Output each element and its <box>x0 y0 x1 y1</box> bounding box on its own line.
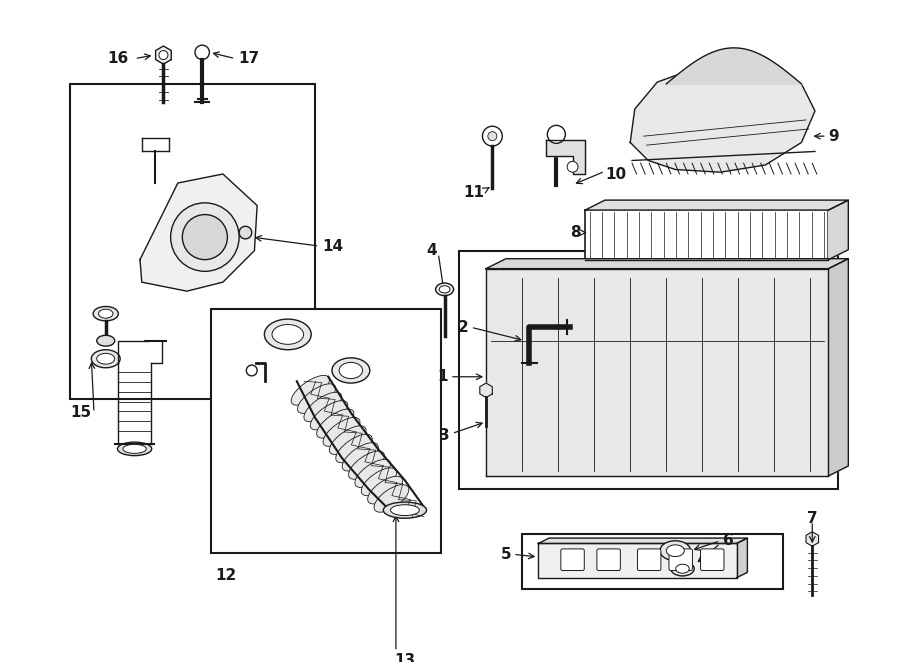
Polygon shape <box>538 538 747 544</box>
Ellipse shape <box>342 443 378 471</box>
Ellipse shape <box>329 426 366 455</box>
Polygon shape <box>140 174 257 291</box>
Polygon shape <box>545 140 585 174</box>
Circle shape <box>195 45 210 60</box>
Text: 16: 16 <box>107 51 129 66</box>
Text: 11: 11 <box>464 185 484 199</box>
Circle shape <box>488 132 497 140</box>
Text: 7: 7 <box>807 511 817 526</box>
Polygon shape <box>585 200 849 210</box>
Ellipse shape <box>317 409 354 438</box>
Text: 6: 6 <box>723 534 734 548</box>
Polygon shape <box>829 200 849 260</box>
Ellipse shape <box>670 561 694 576</box>
Ellipse shape <box>272 324 303 344</box>
FancyBboxPatch shape <box>669 549 692 571</box>
Ellipse shape <box>660 541 690 561</box>
Ellipse shape <box>374 485 409 512</box>
Text: 12: 12 <box>216 567 237 583</box>
Ellipse shape <box>355 459 391 487</box>
FancyBboxPatch shape <box>700 549 724 571</box>
Ellipse shape <box>98 309 113 318</box>
Polygon shape <box>736 538 747 578</box>
FancyBboxPatch shape <box>597 549 620 571</box>
Ellipse shape <box>336 434 373 463</box>
Bar <box>585 210 829 260</box>
Polygon shape <box>630 66 815 172</box>
Bar <box>212 309 441 553</box>
Ellipse shape <box>310 401 347 430</box>
Ellipse shape <box>436 283 454 296</box>
Polygon shape <box>829 259 849 476</box>
FancyBboxPatch shape <box>637 549 661 571</box>
Circle shape <box>547 125 565 144</box>
Circle shape <box>567 162 578 172</box>
Text: 14: 14 <box>322 238 343 254</box>
Text: 17: 17 <box>238 51 259 66</box>
Ellipse shape <box>96 354 115 364</box>
Ellipse shape <box>123 444 147 453</box>
Text: 13: 13 <box>394 653 415 662</box>
Bar <box>522 534 783 589</box>
Ellipse shape <box>391 504 419 516</box>
Circle shape <box>239 226 252 239</box>
Circle shape <box>247 365 257 376</box>
Circle shape <box>171 203 239 271</box>
Ellipse shape <box>298 384 336 413</box>
Ellipse shape <box>118 442 152 455</box>
Ellipse shape <box>332 358 370 383</box>
Ellipse shape <box>348 451 384 479</box>
FancyBboxPatch shape <box>561 549 584 571</box>
Ellipse shape <box>439 286 450 293</box>
Text: 1: 1 <box>437 369 448 384</box>
Text: 10: 10 <box>605 167 626 181</box>
Polygon shape <box>486 269 829 476</box>
Ellipse shape <box>368 476 402 504</box>
Polygon shape <box>806 532 818 546</box>
Ellipse shape <box>96 336 115 346</box>
Ellipse shape <box>666 545 684 557</box>
Text: 8: 8 <box>570 225 580 240</box>
Text: 4: 4 <box>426 243 436 258</box>
Text: 9: 9 <box>829 128 839 144</box>
Ellipse shape <box>292 375 329 405</box>
Ellipse shape <box>93 307 119 321</box>
Text: 5: 5 <box>500 547 511 562</box>
Bar <box>459 251 838 489</box>
Circle shape <box>482 126 502 146</box>
Circle shape <box>183 214 228 260</box>
Text: 15: 15 <box>70 405 91 420</box>
Polygon shape <box>156 46 171 64</box>
Ellipse shape <box>361 468 397 496</box>
Polygon shape <box>480 383 492 397</box>
Polygon shape <box>538 544 736 578</box>
Polygon shape <box>486 259 849 269</box>
Ellipse shape <box>676 564 689 573</box>
Ellipse shape <box>91 350 121 368</box>
Ellipse shape <box>323 418 360 446</box>
Ellipse shape <box>265 319 311 350</box>
Ellipse shape <box>383 502 427 518</box>
Text: 2: 2 <box>457 320 468 335</box>
Circle shape <box>159 50 168 60</box>
Text: 3: 3 <box>439 428 450 443</box>
Ellipse shape <box>304 392 342 422</box>
Bar <box>69 84 315 399</box>
Ellipse shape <box>339 362 363 379</box>
